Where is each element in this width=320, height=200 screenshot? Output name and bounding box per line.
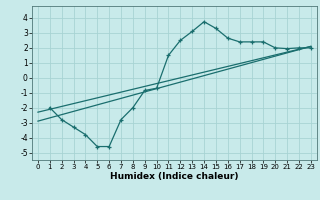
X-axis label: Humidex (Indice chaleur): Humidex (Indice chaleur)	[110, 172, 239, 181]
